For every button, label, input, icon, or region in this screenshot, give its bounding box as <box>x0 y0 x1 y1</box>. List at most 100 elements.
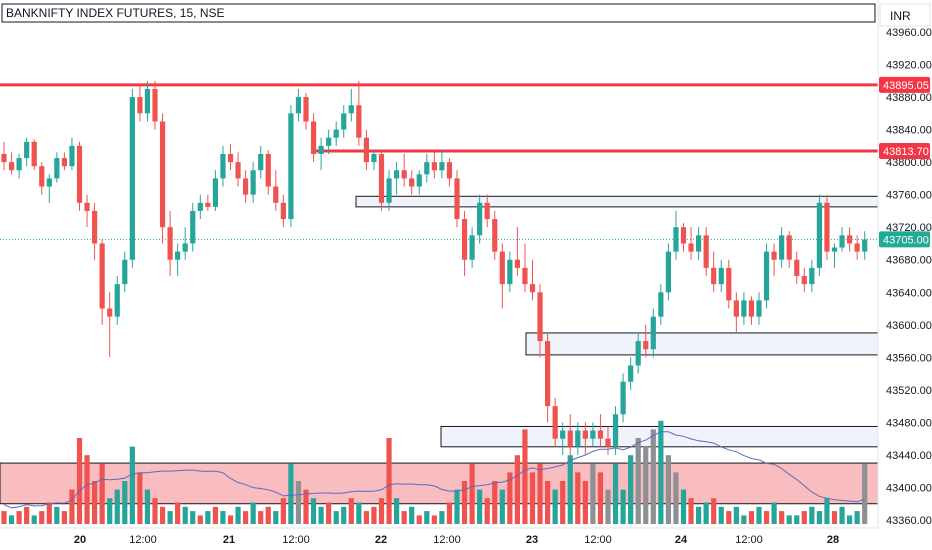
volume-bar <box>356 502 362 524</box>
x-tick-label: 28 <box>827 534 839 546</box>
volume-bar <box>378 498 385 524</box>
candle-body <box>137 97 143 114</box>
volume-bar <box>182 506 188 524</box>
candle-body <box>628 365 634 382</box>
volume-bar <box>537 463 543 524</box>
candle-body <box>469 235 475 260</box>
volume-bar <box>461 481 468 524</box>
x-tick-label: 20 <box>74 534 86 546</box>
candle-body <box>658 292 664 317</box>
candle-body <box>69 145 75 167</box>
volume-bar <box>190 511 196 524</box>
y-tick-label: 43520.00 <box>886 385 932 397</box>
candle-body <box>688 243 694 252</box>
y-tick-label: 43680.00 <box>886 255 932 267</box>
candle-body <box>212 178 218 207</box>
volume-bar <box>409 506 415 524</box>
volume-bar <box>273 511 279 524</box>
volume-bar <box>144 489 151 524</box>
volume-bar <box>620 489 626 524</box>
volume-bar <box>386 438 392 524</box>
volume-bar <box>280 498 286 524</box>
volume-bar <box>590 463 596 524</box>
volume-bar <box>726 511 732 524</box>
candle-body <box>144 88 151 114</box>
candle-body <box>703 235 709 268</box>
volume-bar <box>635 438 641 524</box>
title-bar <box>1 3 876 23</box>
candle-body <box>650 316 656 350</box>
candle-body <box>575 430 581 447</box>
currency-box[interactable] <box>879 3 931 27</box>
candle-body <box>620 381 626 415</box>
candle-body <box>786 235 792 260</box>
volume-bar <box>612 463 619 524</box>
candle-body <box>378 154 385 203</box>
x-tick-label: 12:00 <box>584 534 612 546</box>
candle-body <box>431 162 437 171</box>
candle-body <box>779 235 785 260</box>
level-badge-0 <box>879 76 930 93</box>
candle-body <box>824 202 830 252</box>
y-tick-label: 43800.00 <box>886 157 932 169</box>
candle-body <box>748 300 755 317</box>
volume-bar <box>227 515 234 524</box>
x-tick-label: 12:00 <box>282 534 310 546</box>
volume-bar <box>575 472 581 524</box>
volume-bar <box>69 489 75 524</box>
volume-bar <box>484 498 490 524</box>
volume-bar <box>779 511 785 524</box>
candle-body <box>220 154 226 179</box>
candle-body <box>484 202 490 220</box>
y-tick-label: 43920.00 <box>886 60 932 72</box>
candle-body <box>39 166 45 187</box>
volume-bar <box>363 511 369 524</box>
price-axis[interactable]: 43960.00 43920.00 43880.00 43840.00 43800.00… <box>886 27 932 527</box>
candle-body <box>76 145 83 203</box>
volume-bar <box>84 455 90 524</box>
volume-bar <box>310 498 317 524</box>
candle-body <box>114 284 120 317</box>
x-tick-label: 21 <box>223 534 235 546</box>
y-tick-label: 43840.00 <box>886 125 932 137</box>
candle-body <box>582 430 588 439</box>
candle-body <box>235 162 241 179</box>
zone-1 <box>525 332 879 356</box>
candle-body <box>386 178 392 203</box>
candle-body <box>718 267 724 285</box>
volume-bar <box>658 420 664 524</box>
time-axis[interactable]: 20 12:00 21 12:00 22 12:00 23 12:00 24 12:00 28 <box>74 534 839 546</box>
volume-bar <box>514 455 520 524</box>
volume-bar <box>431 515 437 524</box>
candle-body <box>763 251 770 301</box>
candle-body <box>680 227 687 244</box>
volume-bar <box>258 511 264 524</box>
volume-bar <box>243 511 249 524</box>
volume-bar <box>295 481 302 524</box>
volume-bar <box>341 506 347 524</box>
candle-body <box>416 174 422 187</box>
candle-body <box>454 178 460 220</box>
candle-body <box>31 141 37 167</box>
candle-body <box>394 170 400 179</box>
volume-bar <box>847 515 853 524</box>
candle-body <box>605 438 611 447</box>
volume-bar <box>733 506 739 524</box>
volume-bar <box>529 472 536 524</box>
candle-body <box>726 267 732 301</box>
volume-ma-layer <box>3 431 865 509</box>
volume-bar <box>1 511 7 524</box>
volume-bar <box>122 481 128 524</box>
x-tick-label: 24 <box>675 534 688 546</box>
candle-body <box>1 154 7 163</box>
volume-bar <box>401 511 407 524</box>
candle-body <box>794 259 800 276</box>
candle-body <box>552 406 558 439</box>
candle-body <box>303 97 309 122</box>
candle-body <box>54 158 60 179</box>
volume-bar <box>416 515 422 524</box>
candle-body <box>310 121 317 154</box>
candle-body <box>16 158 22 171</box>
candle-body <box>46 178 52 187</box>
